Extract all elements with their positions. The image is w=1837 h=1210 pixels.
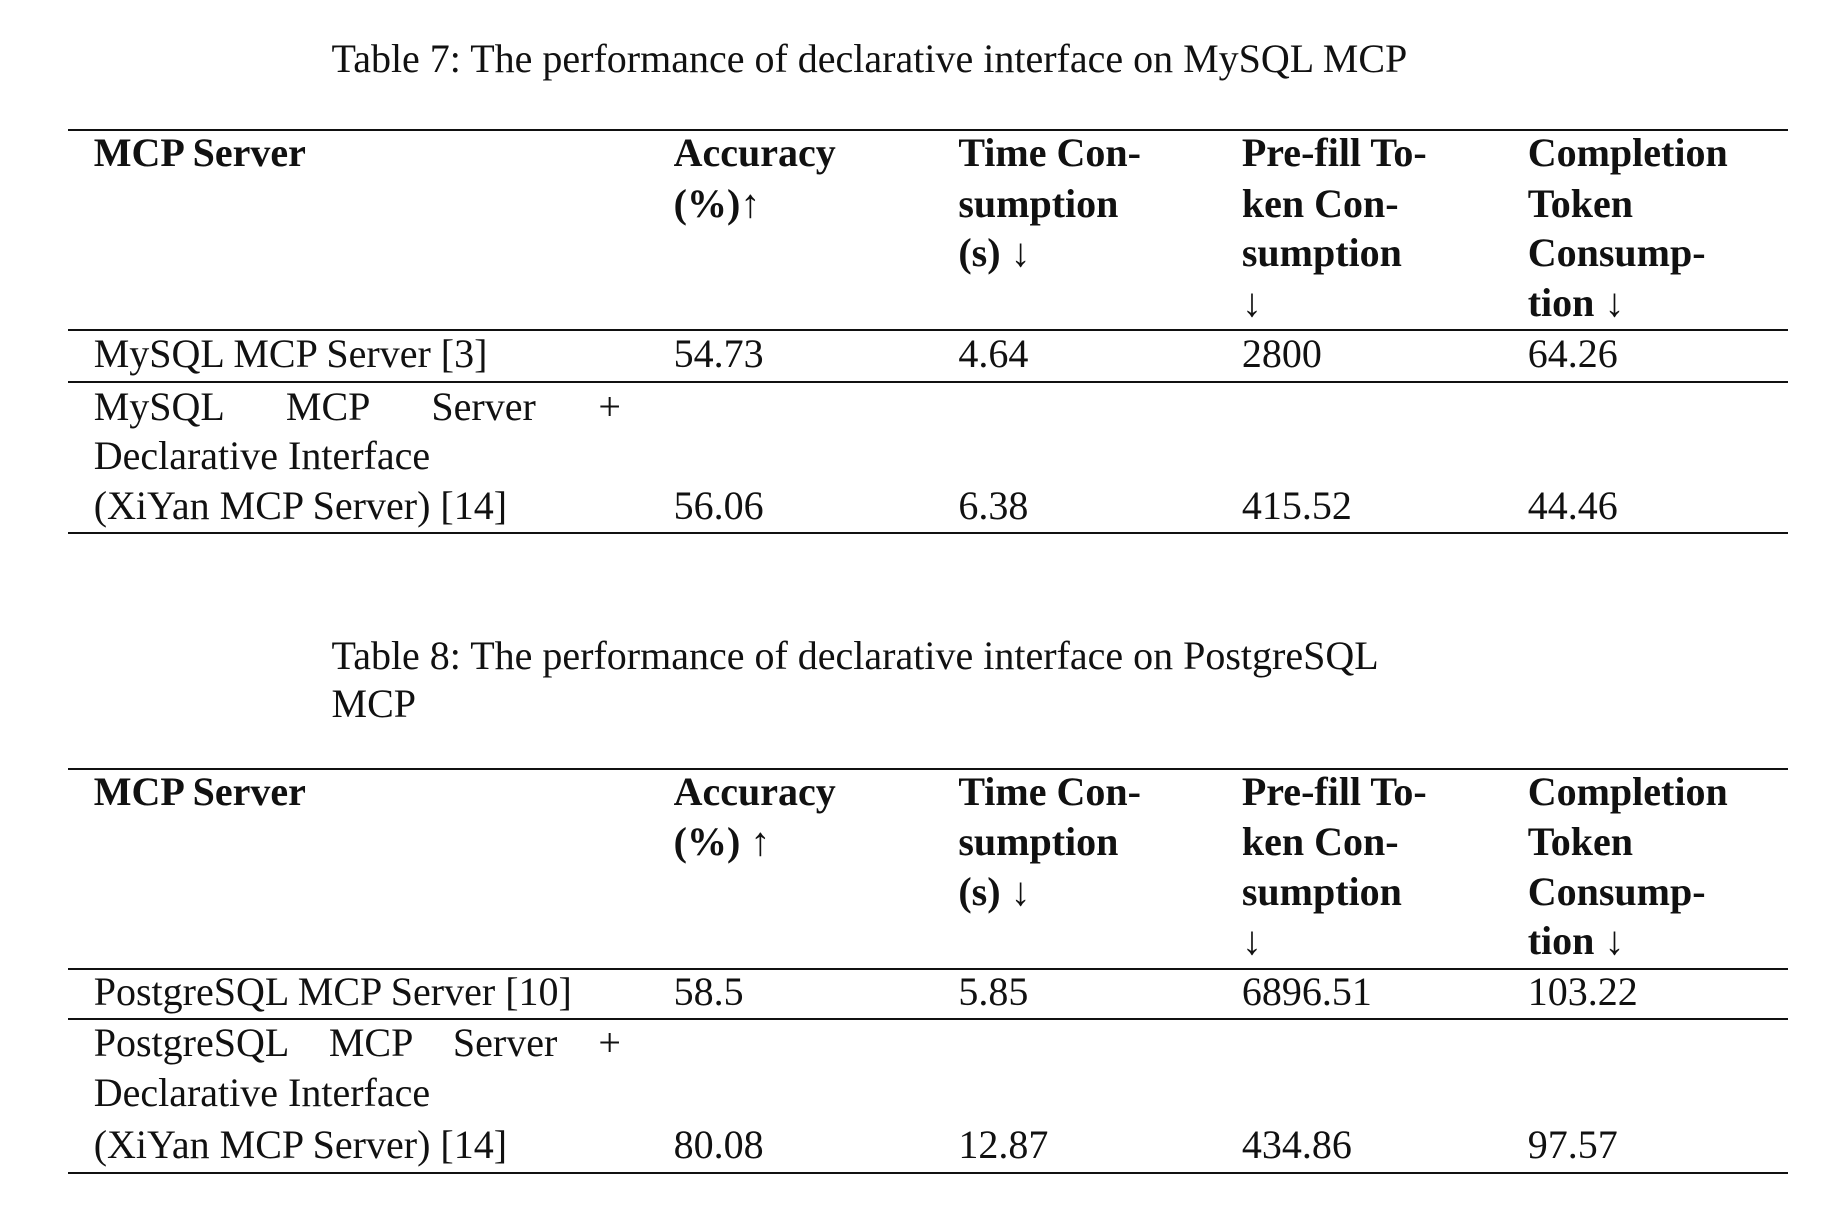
- table-cell: 6.38: [958, 483, 1029, 529]
- table-cell: 415.52: [1241, 483, 1352, 529]
- header-cell: ↓: [1241, 280, 1262, 326]
- table-rule: [67, 767, 1788, 770]
- table-cell: 4.64: [958, 330, 1029, 376]
- header-cell: Accuracy: [673, 130, 836, 176]
- header-cell: Token: [1527, 180, 1633, 226]
- header-cell: Completion: [1527, 130, 1728, 176]
- table-rule: [67, 1171, 1788, 1174]
- header-cell: Token: [1527, 819, 1633, 865]
- table-cell: MySQL MCP Server +: [93, 383, 621, 429]
- header-cell: (s) ↓: [958, 868, 1031, 914]
- header-cell: MCP Server: [93, 130, 306, 176]
- table-rule: [67, 129, 1788, 132]
- table-cell: 58.5: [673, 969, 744, 1015]
- header-cell: Pre-fill To-: [1241, 130, 1427, 176]
- table-cell: Declarative Interface: [93, 432, 431, 478]
- table-caption: Table 7: The performance of declarative …: [331, 35, 1408, 81]
- table-rule: [67, 967, 1788, 970]
- header-cell: Time Con-: [958, 768, 1141, 814]
- table-rule: [67, 380, 1788, 383]
- table-cell: 5.85: [958, 969, 1029, 1015]
- header-cell: (%)↑: [673, 180, 761, 226]
- table-cell: MySQL MCP Server [3]: [93, 330, 488, 376]
- header-cell: Time Con-: [958, 130, 1141, 176]
- table-cell: 2800: [1241, 330, 1322, 376]
- header-cell: Pre-fill To-: [1241, 768, 1427, 814]
- table-cell: 80.08: [673, 1121, 764, 1167]
- table-cell: PostgreSQL MCP Server +: [93, 1019, 621, 1065]
- table-cell: 97.57: [1527, 1121, 1618, 1167]
- table-cell: 64.26: [1527, 330, 1618, 376]
- table-cell: 44.46: [1527, 483, 1618, 529]
- table-cell: 434.86: [1241, 1121, 1352, 1167]
- table-cell: (XiYan MCP Server) [14]: [93, 483, 508, 529]
- header-cell: ↓: [1241, 917, 1262, 963]
- table-caption: Table 8: The performance of declarative …: [331, 633, 1379, 679]
- header-cell: tion ↓: [1527, 917, 1625, 963]
- table-rule: [67, 532, 1788, 535]
- header-cell: Completion: [1527, 768, 1728, 814]
- header-cell: tion ↓: [1527, 280, 1625, 326]
- table-cell: Declarative Interface: [93, 1070, 431, 1116]
- table-rule: [67, 1018, 1788, 1021]
- header-cell: sumption: [958, 819, 1119, 865]
- table-rule: [67, 329, 1788, 332]
- table-cell: 12.87: [958, 1121, 1049, 1167]
- table-cell: 6896.51: [1241, 969, 1372, 1015]
- header-cell: sumption: [958, 180, 1119, 226]
- header-cell: Consump-: [1527, 230, 1706, 276]
- table-cell: 56.06: [673, 483, 764, 529]
- table-cell: (XiYan MCP Server) [14]: [93, 1121, 508, 1167]
- table-cell: PostgreSQL MCP Server [10]: [93, 969, 572, 1015]
- header-cell: ken Con-: [1241, 180, 1399, 226]
- header-cell: sumption: [1241, 868, 1402, 914]
- header-cell: MCP Server: [93, 768, 306, 814]
- header-cell: Accuracy: [673, 768, 836, 814]
- header-cell: (s) ↓: [958, 230, 1031, 276]
- table-cell: 103.22: [1527, 969, 1638, 1015]
- header-cell: sumption: [1241, 230, 1402, 276]
- header-cell: Consump-: [1527, 868, 1706, 914]
- table-cell: 54.73: [673, 330, 764, 376]
- table-caption: MCP: [331, 681, 417, 727]
- header-cell: ken Con-: [1241, 819, 1399, 865]
- header-cell: (%) ↑: [673, 819, 771, 865]
